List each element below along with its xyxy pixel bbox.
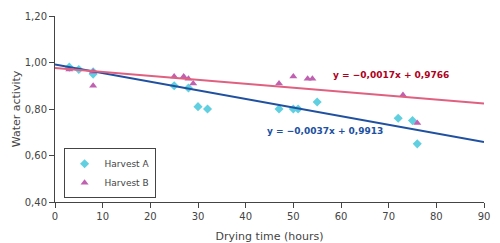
svg-text:60: 60 [335,211,348,222]
svg-text:10: 10 [96,211,109,222]
svg-text:y = −0,0017x + 0,9766: y = −0,0017x + 0,9766 [333,70,449,80]
svg-text:y = −0,0037x + 0,9913: y = −0,0037x + 0,9913 [267,126,383,136]
svg-text:1,20: 1,20 [25,11,47,22]
svg-text:20: 20 [144,211,157,222]
svg-text:50: 50 [287,211,300,222]
svg-text:40: 40 [239,211,252,222]
svg-text:1,00: 1,00 [25,57,47,68]
svg-text:0: 0 [52,211,58,222]
svg-text:Harvest B: Harvest B [105,178,149,188]
svg-text:Drying time (hours): Drying time (hours) [216,230,324,243]
svg-text:80: 80 [430,211,443,222]
svg-text:Harvest A: Harvest A [105,159,150,169]
svg-text:70: 70 [382,211,395,222]
svg-text:0,40: 0,40 [25,197,47,208]
svg-text:Water activity: Water activity [10,70,23,147]
svg-text:30: 30 [192,211,205,222]
svg-text:0,80: 0,80 [25,104,47,115]
svg-text:0,60: 0,60 [25,150,47,161]
svg-text:90: 90 [478,211,491,222]
